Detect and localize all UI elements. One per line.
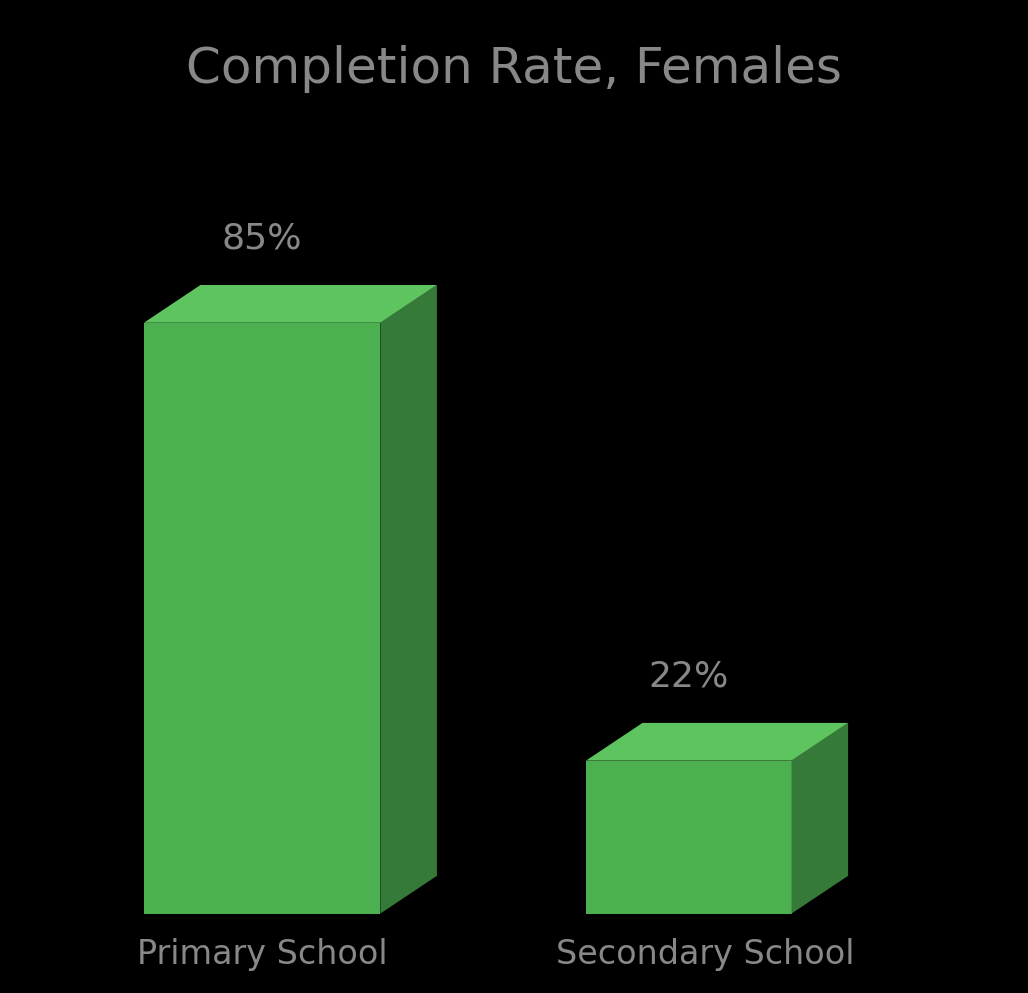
Text: Secondary School: Secondary School (556, 938, 855, 971)
Polygon shape (144, 285, 437, 323)
Text: 22%: 22% (649, 659, 729, 693)
Polygon shape (144, 323, 380, 914)
Text: Primary School: Primary School (137, 938, 388, 971)
Text: Completion Rate, Females: Completion Rate, Females (186, 45, 842, 92)
Polygon shape (380, 285, 437, 914)
Polygon shape (586, 723, 848, 761)
Text: 85%: 85% (222, 221, 302, 255)
Polygon shape (792, 723, 848, 914)
Polygon shape (586, 761, 792, 914)
